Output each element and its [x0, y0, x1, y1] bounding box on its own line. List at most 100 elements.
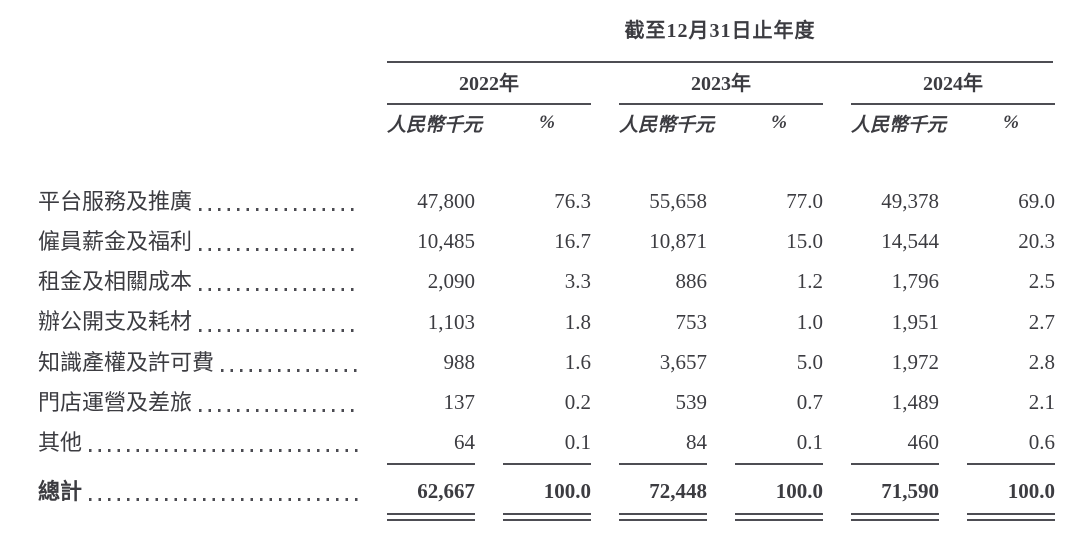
year-header-2022: 2022年	[387, 63, 591, 105]
row-label: 僱員薪金及福利	[38, 230, 359, 253]
cell-value: 753	[675, 309, 708, 334]
cell-value: 2.5	[1028, 269, 1055, 294]
cell-value: 1,103	[427, 309, 475, 334]
amount-unit-header: 人民幣千元	[851, 114, 947, 136]
year-header-2023: 2023年	[619, 63, 823, 105]
column-double-rule	[735, 513, 823, 522]
cell-value: 100.0	[543, 478, 591, 503]
dot-leader	[199, 328, 359, 332]
table-row: 其他 64 0.1 84 0.1 460 0.6	[38, 423, 1080, 463]
column-double-rule	[851, 513, 939, 522]
period-header: 截至12月31日止年度	[624, 20, 816, 42]
row-label-text: 知識產權及許可費	[38, 349, 215, 375]
cell-value: 2.8	[1028, 349, 1055, 374]
dot-leader	[89, 497, 359, 501]
cell-value: 5.0	[796, 349, 823, 374]
cell-value: 10,485	[417, 228, 475, 253]
percent-header: %	[771, 112, 787, 133]
subheader-group-2022: 人民幣千元 %	[387, 110, 591, 137]
dot-leader	[199, 207, 359, 211]
row-label: 門店運營及差旅	[38, 391, 359, 414]
cell-value: 3.3	[564, 269, 591, 294]
dot-leader	[199, 409, 359, 413]
row-label: 總計	[38, 478, 359, 504]
cell-value: 1,489	[891, 390, 939, 415]
column-subheader-row: 人民幣千元 % 人民幣千元 % 人民幣千元 %	[38, 105, 1080, 141]
row-label: 其他	[38, 431, 359, 454]
cell-value: 64	[454, 430, 475, 455]
dot-leader	[221, 368, 359, 372]
cell-value: 62,667	[417, 478, 475, 503]
row-label-text: 總計	[38, 478, 83, 504]
table-row: 辦公開支及耗材 1,103 1.8 753 1.0 1,951 2.7	[38, 302, 1080, 342]
cell-value: 49,378	[881, 188, 939, 213]
column-rule	[851, 463, 939, 469]
cell-value: 988	[443, 349, 476, 374]
cell-value: 100.0	[775, 478, 823, 503]
cell-value: 47,800	[417, 188, 475, 213]
period-header-row: 截至12月31日止年度	[38, 16, 1080, 46]
cell-value: 84	[686, 430, 707, 455]
label-column-spacer	[38, 513, 359, 521]
cell-value: 16.7	[554, 228, 591, 253]
cell-value: 1.6	[564, 349, 591, 374]
cell-value: 1,796	[891, 269, 939, 294]
cell-value: 0.6	[1028, 430, 1055, 455]
dot-leader	[199, 247, 359, 251]
cell-value: 2.1	[1028, 390, 1055, 415]
cell-value: 72,448	[649, 478, 707, 503]
label-column-spacer	[38, 63, 359, 105]
subtotal-rule-row	[38, 463, 1080, 469]
cell-value: 20.3	[1018, 228, 1055, 253]
cell-value: 77.0	[786, 188, 823, 213]
column-rule	[735, 463, 823, 469]
percent-header: %	[539, 112, 555, 133]
period-header-rule	[387, 61, 1053, 63]
cell-value: 76.3	[554, 188, 591, 213]
table-row: 僱員薪金及福利 10,485 16.7 10,871 15.0 14,544 20.3	[38, 221, 1080, 261]
column-rule	[619, 463, 707, 469]
year-header-row: 2022年 2023年 2024年	[38, 63, 1080, 105]
row-label: 辦公開支及耗材	[38, 310, 359, 334]
row-label: 知識產權及許可費	[38, 351, 359, 374]
table-row: 門店運營及差旅 137 0.2 539 0.7 1,489 2.1	[38, 382, 1080, 422]
percent-header: %	[1003, 112, 1019, 133]
cell-value: 2.7	[1028, 309, 1055, 334]
cell-value: 1,972	[891, 349, 939, 374]
cell-value: 14,544	[881, 228, 939, 253]
table-row: 平台服務及推廣 47,800 76.3 55,658 77.0 49,378 69.0	[38, 181, 1080, 221]
cell-value: 1.0	[796, 309, 823, 334]
cell-value: 0.1	[796, 430, 823, 455]
row-label-text: 僱員薪金及福利	[38, 228, 193, 254]
row-label-text: 平台服務及推廣	[38, 188, 193, 214]
label-column-spacer	[38, 16, 359, 46]
cell-value: 100.0	[1007, 478, 1055, 503]
column-rule	[387, 463, 475, 469]
row-label-text: 其他	[38, 430, 83, 456]
cell-value: 0.2	[564, 390, 591, 415]
cell-value: 2,090	[427, 269, 475, 294]
amount-unit-header: 人民幣千元	[619, 114, 715, 136]
year-header-2024: 2024年	[851, 63, 1055, 105]
dot-leader	[89, 449, 359, 453]
cell-value: 1.8	[564, 309, 591, 334]
column-double-rule	[387, 513, 475, 522]
label-column-spacer	[38, 463, 359, 469]
column-rule	[503, 463, 591, 469]
total-row-container: 總計 62,667 100.0 72,448 100.0 71,590 100.0	[38, 469, 1080, 513]
cell-value: 886	[675, 269, 708, 294]
column-double-rule	[967, 513, 1055, 522]
column-double-rule	[503, 513, 591, 522]
amount-unit-header: 人民幣千元	[387, 114, 483, 136]
cell-value: 1.2	[796, 269, 823, 294]
cell-value: 10,871	[649, 228, 707, 253]
period-header-rule-row	[38, 61, 1080, 63]
total-row: 總計 62,667 100.0 72,448 100.0 71,590 100.0	[38, 469, 1080, 513]
cell-value: 69.0	[1018, 188, 1055, 213]
row-label: 平台服務及推廣	[38, 188, 359, 214]
cell-value: 15.0	[786, 228, 823, 253]
cell-value: 55,658	[649, 188, 707, 213]
cell-value: 137	[443, 390, 476, 415]
table-row: 租金及相關成本 2,090 3.3 886 1.2 1,796 2.5	[38, 262, 1080, 302]
